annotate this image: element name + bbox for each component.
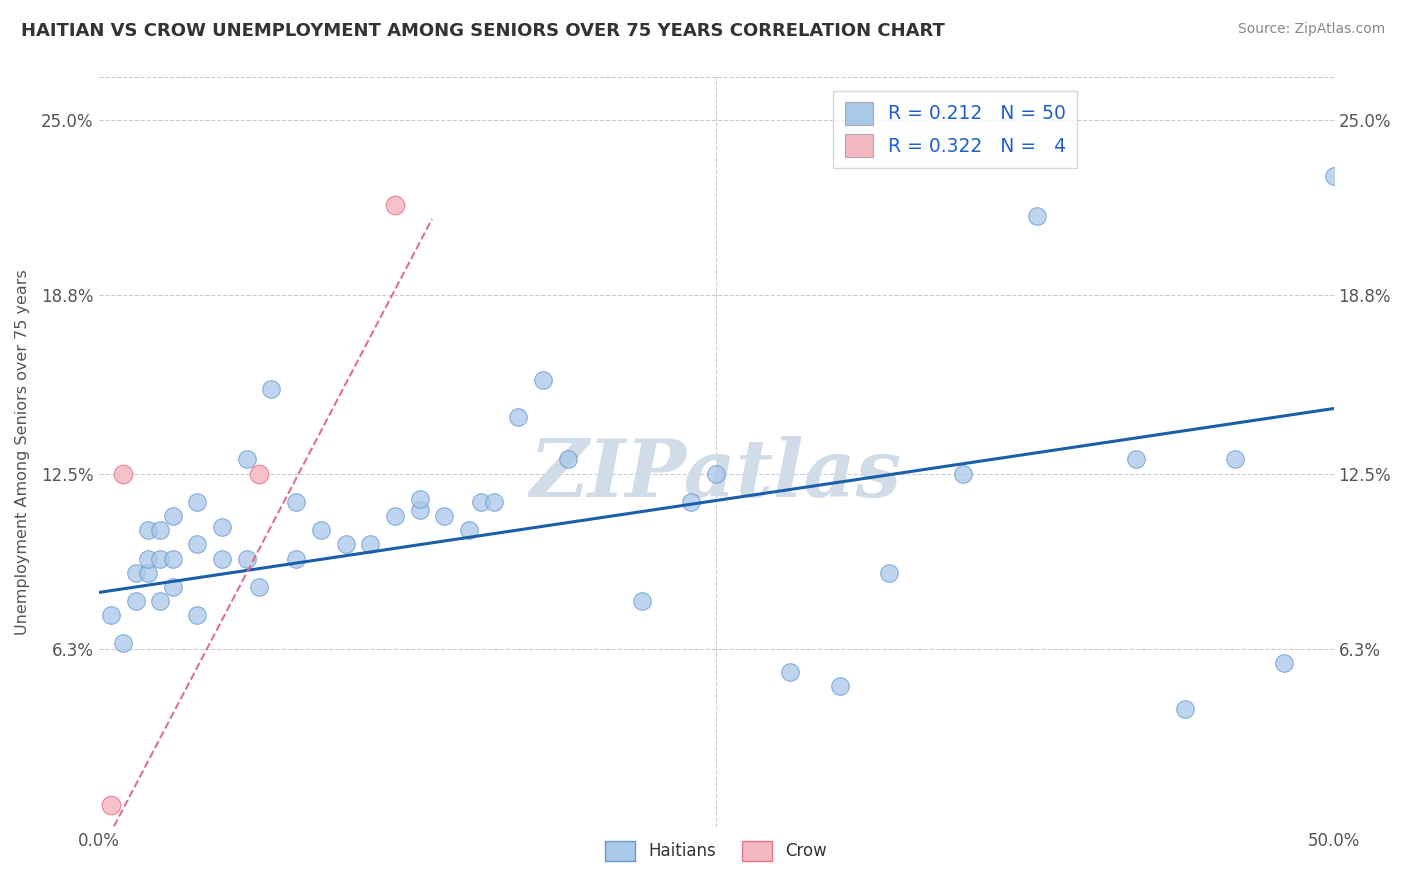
- Point: [186, 495, 208, 509]
- Point: [779, 665, 801, 679]
- Point: [458, 523, 481, 537]
- Point: [681, 495, 703, 509]
- Point: [335, 537, 357, 551]
- Point: [285, 551, 308, 566]
- Point: [136, 523, 159, 537]
- Point: [408, 503, 430, 517]
- Point: [704, 467, 727, 481]
- Point: [136, 566, 159, 580]
- Point: [186, 608, 208, 623]
- Point: [482, 495, 505, 509]
- Point: [828, 679, 851, 693]
- Point: [247, 580, 270, 594]
- Point: [433, 509, 456, 524]
- Point: [236, 452, 259, 467]
- Point: [1174, 701, 1197, 715]
- Text: HAITIAN VS CROW UNEMPLOYMENT AMONG SENIORS OVER 75 YEARS CORRELATION CHART: HAITIAN VS CROW UNEMPLOYMENT AMONG SENIO…: [21, 22, 945, 40]
- Point: [508, 410, 530, 425]
- Point: [162, 509, 184, 524]
- Point: [136, 551, 159, 566]
- Point: [470, 495, 492, 509]
- Point: [149, 523, 172, 537]
- Point: [359, 537, 381, 551]
- Point: [408, 492, 430, 507]
- Point: [952, 467, 974, 481]
- Point: [531, 373, 554, 387]
- Point: [384, 198, 406, 212]
- Legend: R = 0.212   N = 50, R = 0.322   N =   4: R = 0.212 N = 50, R = 0.322 N = 4: [834, 91, 1077, 169]
- Point: [112, 467, 135, 481]
- Point: [260, 382, 283, 396]
- Point: [1223, 452, 1246, 467]
- Point: [236, 551, 259, 566]
- Point: [100, 797, 122, 812]
- Point: [247, 467, 270, 481]
- Point: [124, 566, 146, 580]
- Y-axis label: Unemployment Among Seniors over 75 years: Unemployment Among Seniors over 75 years: [15, 269, 30, 635]
- Point: [877, 566, 900, 580]
- Point: [112, 636, 135, 650]
- Point: [211, 551, 233, 566]
- Point: [149, 551, 172, 566]
- Point: [557, 452, 579, 467]
- Point: [384, 509, 406, 524]
- Point: [1322, 169, 1344, 184]
- Point: [309, 523, 332, 537]
- Text: ZIPatlas: ZIPatlas: [530, 436, 903, 514]
- Point: [124, 594, 146, 608]
- Point: [1026, 209, 1049, 223]
- Point: [149, 594, 172, 608]
- Point: [162, 580, 184, 594]
- Point: [1125, 452, 1147, 467]
- Point: [1272, 657, 1295, 671]
- Point: [100, 608, 122, 623]
- Point: [186, 537, 208, 551]
- Point: [285, 495, 308, 509]
- Point: [162, 551, 184, 566]
- Point: [631, 594, 654, 608]
- Text: Source: ZipAtlas.com: Source: ZipAtlas.com: [1237, 22, 1385, 37]
- Point: [211, 520, 233, 534]
